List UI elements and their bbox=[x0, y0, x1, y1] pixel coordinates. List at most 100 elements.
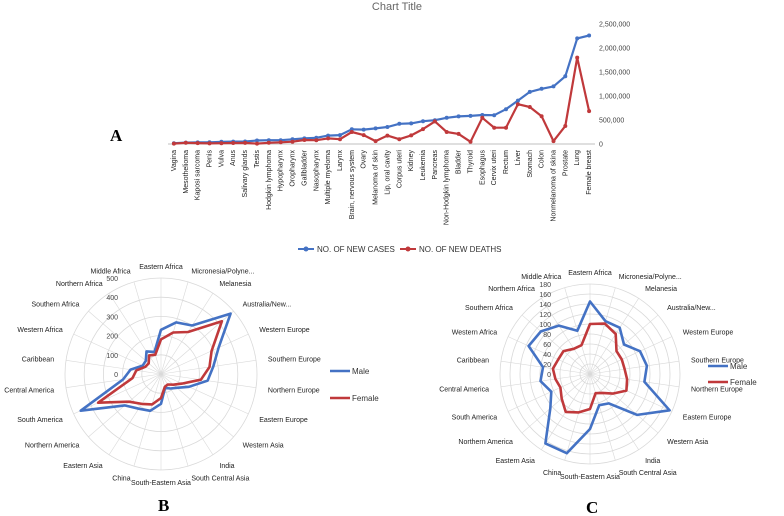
x-tick-label: Melanoma of skin bbox=[373, 150, 380, 205]
radar-category-label: Western Africa bbox=[17, 327, 62, 334]
x-tick-label: Oropharynx bbox=[290, 150, 297, 187]
x-tick-label: Ovary bbox=[361, 150, 368, 169]
radar-spoke bbox=[160, 293, 214, 375]
radar-spoke bbox=[160, 373, 249, 415]
data-point bbox=[456, 114, 461, 119]
radar-spoke bbox=[589, 298, 639, 375]
data-point bbox=[326, 136, 331, 141]
data-point bbox=[456, 131, 461, 136]
radar-category-label: China bbox=[112, 476, 130, 483]
legend-label-female-b: Female bbox=[352, 394, 379, 403]
data-point bbox=[563, 124, 568, 128]
legend-marker-cases bbox=[303, 246, 309, 252]
legend-label-male-b: Male bbox=[352, 367, 370, 376]
radar-chart-b: 0 100 200 300 400 500 Eastern Africa Micronesia… bbox=[4, 264, 379, 515]
radar-category-label: South Central Asia bbox=[619, 470, 677, 477]
data-point bbox=[527, 89, 532, 94]
radar-category-label: South-Eastern Asia bbox=[131, 480, 191, 487]
radar-spoke bbox=[589, 373, 680, 388]
x-tick-label: Bladder bbox=[456, 149, 463, 174]
radar-chart-c: 0 20 40 60 80 100 120 140 160 180 Eastern Africa Mi… bbox=[439, 270, 757, 516]
data-point bbox=[587, 33, 592, 38]
x-tick-label: Pancreas bbox=[432, 150, 439, 180]
x-tick-label: Prostate bbox=[562, 150, 569, 176]
radar-category-label: Melanesia bbox=[219, 281, 251, 288]
data-point bbox=[255, 141, 259, 146]
radar-spoke bbox=[73, 373, 162, 415]
radar-spoke bbox=[508, 373, 591, 412]
x-tick-label: Nonmelanoma of skina bbox=[550, 150, 557, 222]
radar-b-series bbox=[79, 312, 232, 413]
data-point bbox=[480, 115, 485, 120]
radar-tick-label: 0 bbox=[114, 372, 118, 379]
radar-spoke bbox=[108, 293, 162, 375]
panel-label-a: A bbox=[110, 126, 123, 145]
radar-tick-label: 140 bbox=[539, 302, 551, 309]
radar-spoke bbox=[541, 298, 591, 375]
x-tick-label: Liver bbox=[515, 149, 522, 165]
x-tick-label: Vulva bbox=[218, 150, 225, 167]
x-tick-label: Hodgkin lymphoma bbox=[266, 150, 273, 210]
radar-category-label: Caribbean bbox=[457, 358, 489, 365]
radar-category-label: Western Europe bbox=[683, 330, 734, 337]
radar-tick-label: 200 bbox=[106, 334, 118, 341]
radar-category-label: China bbox=[543, 470, 561, 477]
x-tick-label: Mesothelioma bbox=[183, 150, 190, 194]
x-tick-label: Salivary glands bbox=[242, 150, 249, 198]
data-point bbox=[551, 139, 556, 144]
data-point bbox=[255, 138, 259, 143]
data-point bbox=[219, 141, 224, 146]
radar-category-label: Eastern Africa bbox=[568, 270, 612, 277]
x-tick-label: Lung bbox=[574, 150, 581, 166]
legend-marker-deaths bbox=[405, 246, 411, 252]
x-tick-label: Gallbladder bbox=[301, 149, 308, 185]
radar-spoke bbox=[508, 336, 591, 375]
x-tick-label: Multiple myeloma bbox=[325, 150, 332, 205]
x-tick-label: Penis bbox=[207, 150, 214, 168]
x-tick-label: Vagina bbox=[171, 150, 178, 171]
data-point bbox=[290, 139, 295, 144]
radar-b-grid: 0 100 200 300 400 500 Eastern Africa Micronesia… bbox=[4, 264, 321, 487]
radar-category-label: Northern Africa bbox=[488, 286, 535, 293]
data-point bbox=[504, 125, 508, 130]
data-point bbox=[504, 107, 508, 112]
data-point bbox=[266, 140, 271, 145]
line-chart-axes: 0 500,000 1,000,000 1,500,000 2,000,000 2,500… bbox=[168, 22, 630, 225]
data-point bbox=[480, 113, 485, 117]
data-point bbox=[492, 125, 497, 130]
x-tick-label: Larynx bbox=[337, 150, 344, 172]
radar-spoke bbox=[133, 373, 162, 467]
radar-category-label: Southern Europe bbox=[691, 358, 744, 365]
radar-category-label: South Central Asia bbox=[191, 476, 249, 483]
series-line bbox=[173, 34, 590, 145]
data-point bbox=[171, 141, 176, 146]
radar-spoke bbox=[564, 373, 591, 461]
data-point bbox=[468, 113, 473, 118]
x-tick-label: Esophagus bbox=[479, 150, 486, 186]
radar-spoke bbox=[589, 373, 639, 450]
legend-label-cases: NO. OF NEW CASES bbox=[317, 245, 395, 254]
data-point bbox=[575, 55, 580, 60]
data-point bbox=[409, 133, 414, 138]
radar-category-label: Southern Europe bbox=[268, 357, 321, 364]
radar-tick-label: 180 bbox=[539, 282, 551, 289]
data-point bbox=[421, 127, 425, 132]
radar-category-label: Northern America bbox=[458, 439, 513, 446]
y-tick-label: 1,000,000 bbox=[599, 94, 630, 101]
radar-category-label: Western Asia bbox=[243, 443, 284, 450]
data-point bbox=[587, 109, 592, 114]
radar-tick-label: 40 bbox=[543, 352, 551, 359]
data-point bbox=[183, 140, 188, 145]
data-point bbox=[468, 139, 473, 144]
x-tick-label: Leukemia bbox=[420, 150, 427, 180]
y-tick-label: 2,500,000 bbox=[599, 22, 630, 29]
legend-label-female-c: Female bbox=[730, 378, 757, 387]
radar-category-label: Eastern Asia bbox=[496, 458, 535, 465]
radar-spoke bbox=[500, 373, 591, 388]
radar-tick-label: 400 bbox=[106, 295, 118, 302]
data-point bbox=[338, 133, 342, 138]
radar-spoke bbox=[521, 314, 591, 375]
radar-category-label: Melanesia bbox=[645, 286, 677, 293]
radar-c-grid: 0 20 40 60 80 100 120 140 160 180 Eastern Africa Mi… bbox=[439, 270, 744, 481]
